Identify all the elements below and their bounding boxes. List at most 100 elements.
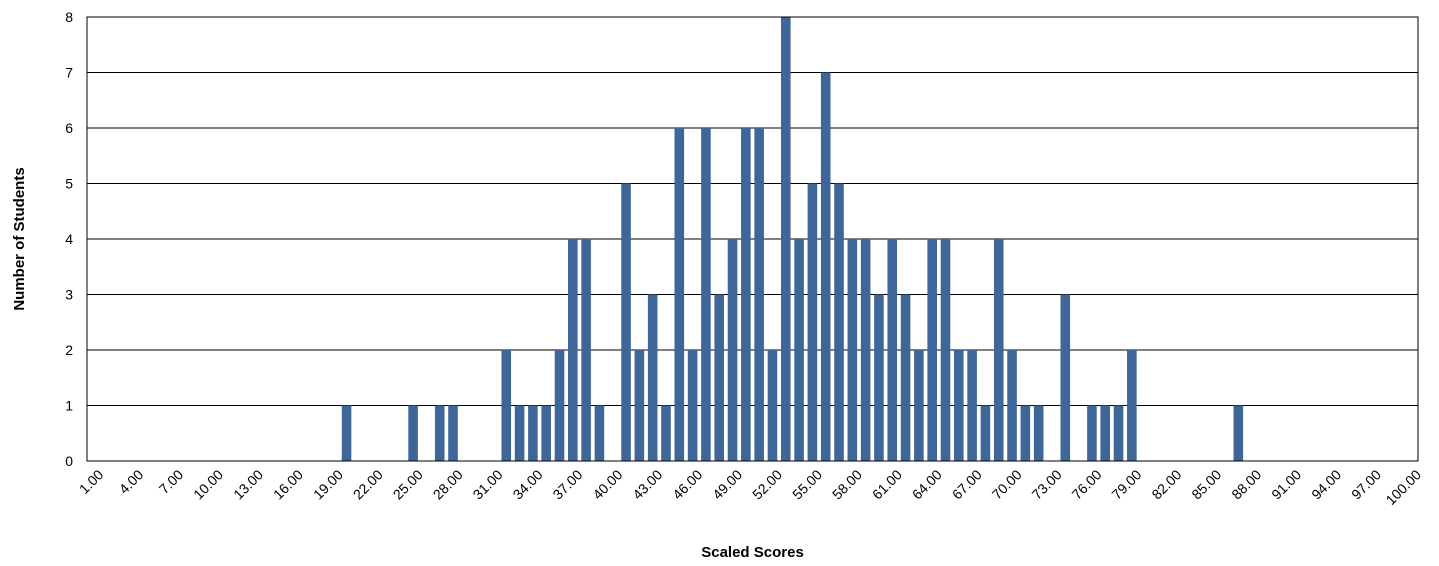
- x-tick-label: 10.00: [190, 466, 226, 502]
- x-tick-label: 64.00: [909, 466, 945, 502]
- y-tick-label: 0: [65, 453, 73, 469]
- bar: [780, 17, 791, 461]
- bar: [1233, 405, 1244, 461]
- x-tick-label: 70.00: [989, 466, 1025, 502]
- bar: [834, 183, 844, 461]
- y-tick-label: 1: [65, 398, 73, 414]
- bar: [807, 183, 818, 461]
- x-tick-label: 76.00: [1069, 466, 1105, 502]
- bar: [794, 239, 804, 461]
- bar: [820, 72, 831, 461]
- x-tick-label: 1.00: [76, 466, 107, 497]
- bar: [914, 350, 924, 461]
- bar: [514, 405, 525, 461]
- x-tick-label: 34.00: [510, 466, 546, 502]
- bar: [1113, 405, 1124, 461]
- y-axis-title: Number of Students: [11, 167, 28, 310]
- bar: [967, 350, 977, 461]
- bar: [341, 405, 352, 461]
- bar: [647, 294, 658, 461]
- bar: [954, 350, 964, 461]
- x-tick-label: 91.00: [1268, 466, 1304, 502]
- bar: [1127, 350, 1137, 461]
- x-tick-label: 46.00: [669, 466, 705, 502]
- x-tick-label: 85.00: [1188, 466, 1224, 502]
- bar: [980, 405, 991, 461]
- x-tick-label: 94.00: [1308, 466, 1344, 502]
- bar: [621, 183, 631, 461]
- bar: [528, 405, 538, 461]
- x-tick-label: 7.00: [156, 466, 187, 497]
- bar: [1100, 405, 1111, 461]
- y-tick-label: 5: [65, 176, 73, 192]
- bar: [754, 128, 764, 461]
- bar: [874, 294, 884, 461]
- bar: [541, 405, 551, 461]
- bar: [594, 405, 605, 461]
- x-tick-label: 22.00: [350, 466, 386, 502]
- bar: [1033, 405, 1044, 461]
- x-tick-label: 31.00: [470, 466, 506, 502]
- bars: [341, 17, 1244, 461]
- bar: [767, 350, 778, 461]
- y-axis-ticks: 0 1 2 3 4 5 6 7 8: [65, 9, 73, 469]
- bar: [408, 405, 418, 461]
- bar: [568, 239, 578, 461]
- bar: [927, 239, 937, 461]
- bar: [634, 350, 645, 461]
- bar: [993, 239, 1004, 461]
- bar: [727, 239, 738, 461]
- x-tick-label: 43.00: [629, 466, 665, 502]
- x-tick-label: 79.00: [1108, 466, 1144, 502]
- bar: [661, 405, 671, 461]
- bar: [940, 239, 951, 461]
- y-tick-label: 6: [65, 120, 73, 136]
- y-tick-label: 3: [65, 287, 73, 303]
- bar: [1020, 405, 1031, 461]
- bar: [687, 350, 698, 461]
- x-tick-label: 19.00: [310, 466, 346, 502]
- x-tick-label: 97.00: [1348, 466, 1384, 502]
- y-tick-label: 4: [65, 231, 73, 247]
- bar: [501, 350, 512, 461]
- x-tick-label: 25.00: [390, 466, 426, 502]
- bar: [714, 294, 725, 461]
- x-tick-label: 16.00: [270, 466, 306, 502]
- bar: [741, 128, 751, 461]
- x-axis-title: Scaled Scores: [701, 544, 804, 561]
- y-tick-label: 2: [65, 342, 73, 358]
- bar: [847, 239, 858, 461]
- bar: [434, 405, 445, 461]
- x-tick-label: 40.00: [589, 466, 625, 502]
- x-tick-label: 88.00: [1228, 466, 1264, 502]
- x-tick-label: 100.00: [1382, 466, 1424, 508]
- x-axis-ticks: 1.00 4.00 7.00 10.00 13.00 16.00 19.00 22.00 25.…: [76, 466, 1424, 508]
- bar: [1087, 405, 1097, 461]
- x-tick-label: 58.00: [829, 466, 865, 502]
- y-tick-label: 8: [65, 9, 73, 25]
- x-tick-label: 73.00: [1029, 466, 1065, 502]
- x-tick-label: 13.00: [230, 466, 266, 502]
- y-tick-label: 7: [65, 65, 73, 81]
- x-tick-label: 4.00: [116, 466, 147, 497]
- x-tick-label: 82.00: [1148, 466, 1184, 502]
- bar: [701, 128, 711, 461]
- gridlines: [87, 72, 1418, 406]
- bar: [554, 350, 565, 461]
- x-tick-label: 61.00: [869, 466, 905, 502]
- plot-area-frame: [86, 16, 1419, 462]
- x-tick-label: 55.00: [789, 466, 825, 502]
- bar: [900, 294, 911, 461]
- bar: [674, 128, 685, 461]
- bar: [887, 239, 898, 461]
- x-tick-label: 28.00: [430, 466, 466, 502]
- bar: [1007, 350, 1017, 461]
- x-tick-label: 67.00: [949, 466, 985, 502]
- bar: [860, 239, 871, 461]
- bar: [1060, 294, 1071, 461]
- x-tick-label: 52.00: [749, 466, 785, 502]
- bar: [448, 405, 458, 461]
- bar: [581, 239, 591, 461]
- x-tick-label: 37.00: [549, 466, 585, 502]
